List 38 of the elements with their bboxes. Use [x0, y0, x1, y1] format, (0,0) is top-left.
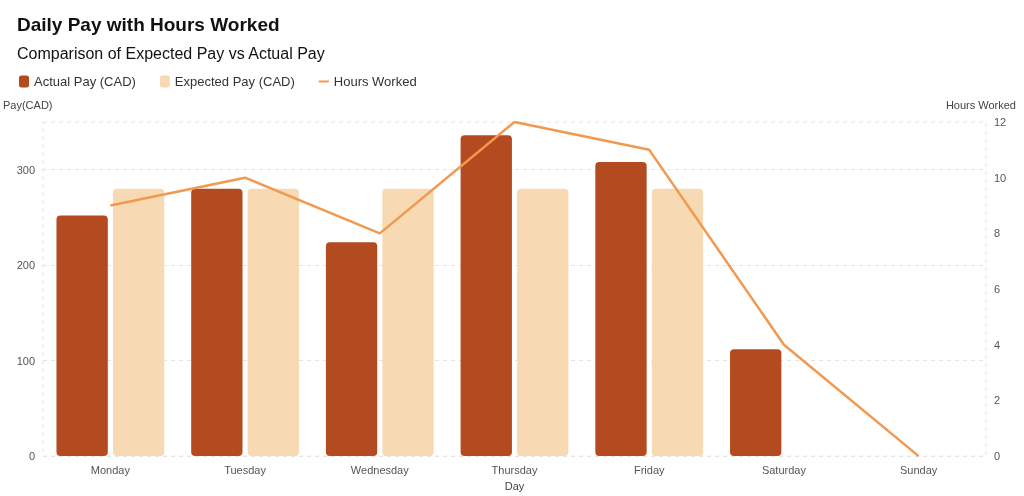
bar	[730, 349, 782, 457]
bar	[56, 215, 108, 457]
x-tick-label: Tuesday	[224, 463, 267, 476]
legend-label: Actual Pay (CAD)	[34, 74, 136, 89]
x-tick-label: Wednesday	[350, 463, 410, 476]
bar	[382, 188, 434, 457]
y2-tick-label: 6	[994, 283, 1001, 296]
bar	[325, 242, 378, 457]
y-tick-label: 100	[16, 354, 35, 367]
legend-label: Hours Worked	[333, 74, 417, 89]
x-tick-label: Friday	[633, 463, 665, 476]
line-series	[109, 120, 920, 458]
x-tick-label: Thursday	[491, 463, 538, 476]
x-axis-title: Day	[504, 479, 525, 492]
x-tick-label: Saturday	[761, 463, 807, 476]
x-tick-label: Sunday	[899, 463, 938, 476]
bar	[460, 135, 512, 457]
y2-tick-label: 8	[994, 227, 1001, 240]
bar	[595, 162, 647, 457]
y2-axis-title: Hours Worked	[945, 98, 1016, 111]
bar	[651, 188, 704, 457]
x-tick-label: Monday	[90, 463, 131, 476]
y-tick-label: 200	[16, 259, 35, 272]
chart-subtitle: Comparison of Expected Pay vs Actual Pay	[17, 44, 325, 62]
legend-label: Expected Pay (CAD)	[174, 74, 295, 89]
chart-title: Daily Pay with Hours Worked	[17, 14, 280, 35]
y2-tick-label: 2	[994, 394, 1001, 407]
y-axis-title: Pay(CAD)	[3, 98, 53, 111]
y-tick-label: 0	[28, 450, 35, 463]
bar	[517, 188, 569, 457]
bar	[112, 188, 165, 457]
y-tick-label: 300	[16, 163, 35, 176]
y2-tick-label: 12	[994, 116, 1007, 128]
y2-tick-label: 0	[994, 450, 1001, 463]
bar	[247, 188, 299, 457]
y2-tick-label: 4	[994, 338, 1001, 351]
bar	[191, 188, 243, 457]
y2-tick-label: 10	[994, 171, 1007, 184]
